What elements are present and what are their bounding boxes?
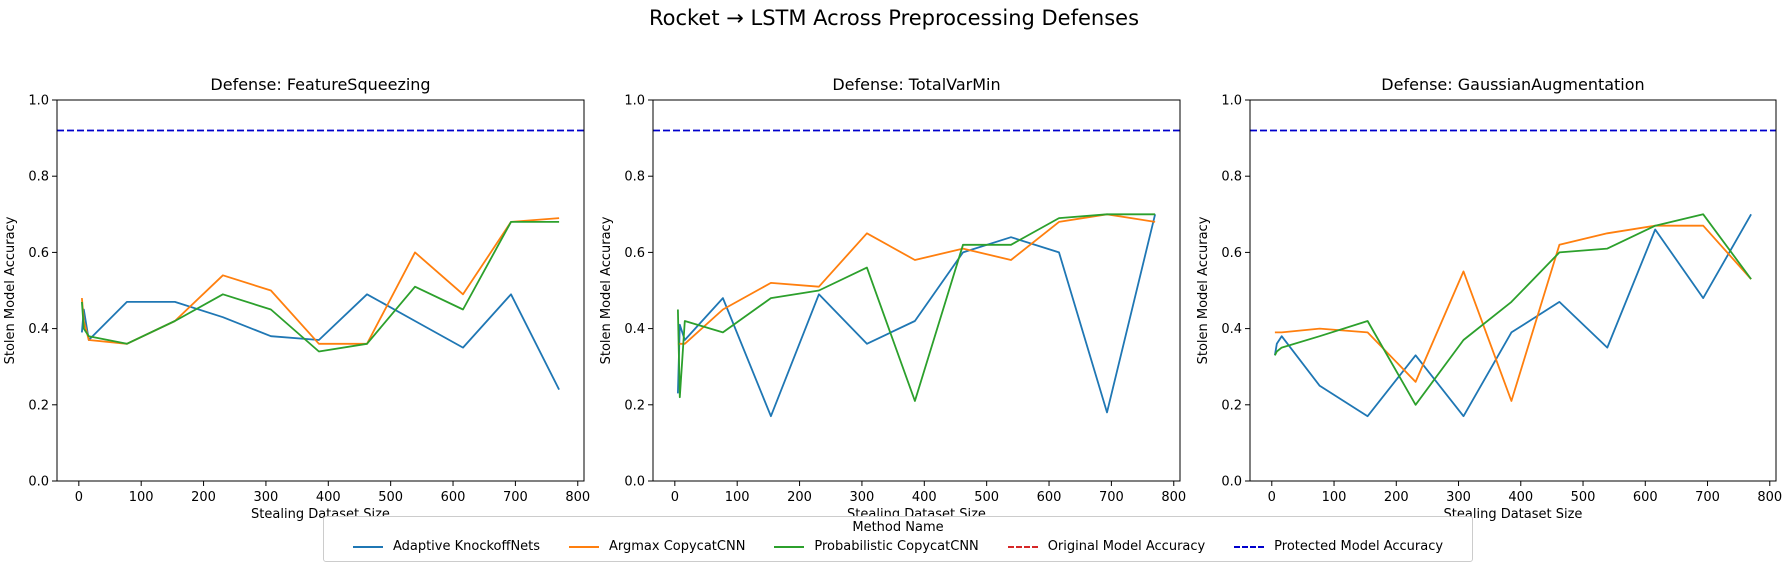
x-tick-label: 400 [912,490,937,505]
chart-panel-1: Defense: FeatureSqueezing 0 100 200 300 400 50… [3,75,590,522]
x-tick-label: 700 [1695,490,1720,505]
x-tick-label: 600 [441,490,466,505]
legend-title: Method Name [852,520,944,535]
y-tick-label: 0.8 [1221,170,1242,185]
x-tick-label: 300 [1446,490,1471,505]
series-line-adaptive-knockoffnets [677,214,1156,418]
y-axis-label: Stolen Model Accuracy [599,216,614,364]
x-tick-label: 100 [1322,490,1347,505]
x-tick-label: 600 [1037,490,1062,505]
series-line-adaptive-knockoffnets [81,293,560,391]
x-axis-label: Stealing Dataset Size [1444,507,1583,522]
y-tick-label: 0.0 [624,475,645,490]
y-tick-label: 0.6 [1221,246,1242,261]
x-tick-label: 800 [1161,490,1186,505]
legend-label: Probabilistic CopycatCNN [814,539,979,554]
figure-title: Rocket → LSTM Across Preprocessing Defen… [649,6,1139,30]
y-tick-label: 0.8 [28,170,49,185]
series-line-probabilistic-copycatcnn [1274,213,1752,406]
x-tick-label: 800 [1757,490,1782,505]
y-tick-label: 0.4 [1221,322,1242,337]
axes-frame [56,99,585,482]
x-tick-label: 500 [1571,490,1596,505]
legend-items: Adaptive KnockoffNets Argmax CopycatCNN Pr… [324,539,1472,554]
x-tick-label: 300 [254,490,279,505]
series-line-adaptive-knockoffnets [1274,213,1752,418]
legend-item: Probabilistic CopycatCNN [774,539,979,554]
y-tick-label: 0.8 [624,170,645,185]
y-tick-label: 0.0 [28,475,49,490]
y-tick-label: 0.4 [624,322,645,337]
y-tick-label: 0.2 [28,398,49,413]
x-tick-label: 300 [850,490,875,505]
x-tick-label: 200 [1384,490,1409,505]
series-line-probabilistic-copycatcnn [81,220,560,353]
legend-swatch [774,545,805,548]
legend-label: Adaptive KnockoffNets [392,539,541,554]
y-tick-label: 0.0 [1221,475,1242,490]
plot-area [653,129,1180,418]
y-tick-label: 0.2 [624,398,645,413]
legend-label: Argmax CopycatCNN [608,539,746,554]
legend-swatch [568,545,599,548]
legend-swatch [1007,545,1038,548]
legend-label: Protected Model Accuracy [1274,539,1444,554]
legend-label: Original Model Accuracy [1047,539,1206,554]
legend-item: Original Model Accuracy [1007,539,1206,554]
x-tick-label: 0 [75,490,83,505]
axes-frame [652,99,1181,482]
y-tick-label: 1.0 [1221,94,1242,109]
legend-item: Protected Model Accuracy [1234,539,1443,554]
legend-swatch [1234,545,1265,548]
y-tick-label: 1.0 [28,94,49,109]
panel-title: Defense: FeatureSqueezing [210,75,430,94]
y-tick-label: 0.4 [28,322,49,337]
x-tick-label: 100 [725,490,750,505]
y-tick-label: 1.0 [624,94,645,109]
series-line-argmax-copycatcnn [677,213,1156,345]
chart-panel-3: Defense: GaussianAugmentation 0 100 200 300 4… [1196,75,1782,522]
x-tick-label: 700 [503,490,528,505]
x-tick-label: 500 [378,490,403,505]
panel-title: Defense: GaussianAugmentation [1381,75,1644,94]
x-tick-label: 400 [1508,490,1533,505]
plot-area [57,129,584,391]
y-tick-label: 0.6 [28,246,49,261]
x-tick-label: 200 [191,490,216,505]
x-tick-label: 0 [671,490,679,505]
y-tick-label: 0.2 [1221,398,1242,413]
x-tick-label: 100 [129,490,154,505]
legend: Method Name Adaptive KnockoffNets Argmax … [323,516,1473,562]
x-tick-label: 700 [1099,490,1124,505]
x-tick-label: 200 [787,490,812,505]
legend-item: Argmax CopycatCNN [568,539,746,554]
x-tick-label: 800 [565,490,590,505]
plot-area [1250,129,1776,418]
series-line-argmax-copycatcnn [1274,224,1752,402]
axes-frame [1249,99,1777,482]
series-line-probabilistic-copycatcnn [677,213,1156,402]
chart-panel-2: Defense: TotalVarMin 0 100 200 300 400 500 600 7… [599,75,1186,522]
panel-title: Defense: TotalVarMin [832,75,1000,94]
x-tick-label: 500 [974,490,999,505]
y-axis-label: Stolen Model Accuracy [1196,216,1211,364]
legend-item: Adaptive KnockoffNets [352,539,541,554]
y-tick-label: 0.6 [624,246,645,261]
x-tick-label: 400 [316,490,341,505]
x-tick-label: 0 [1268,490,1276,505]
legend-swatch [352,545,383,548]
series-line-argmax-copycatcnn [81,217,560,345]
x-tick-label: 600 [1633,490,1658,505]
y-axis-label: Stolen Model Accuracy [3,216,18,364]
